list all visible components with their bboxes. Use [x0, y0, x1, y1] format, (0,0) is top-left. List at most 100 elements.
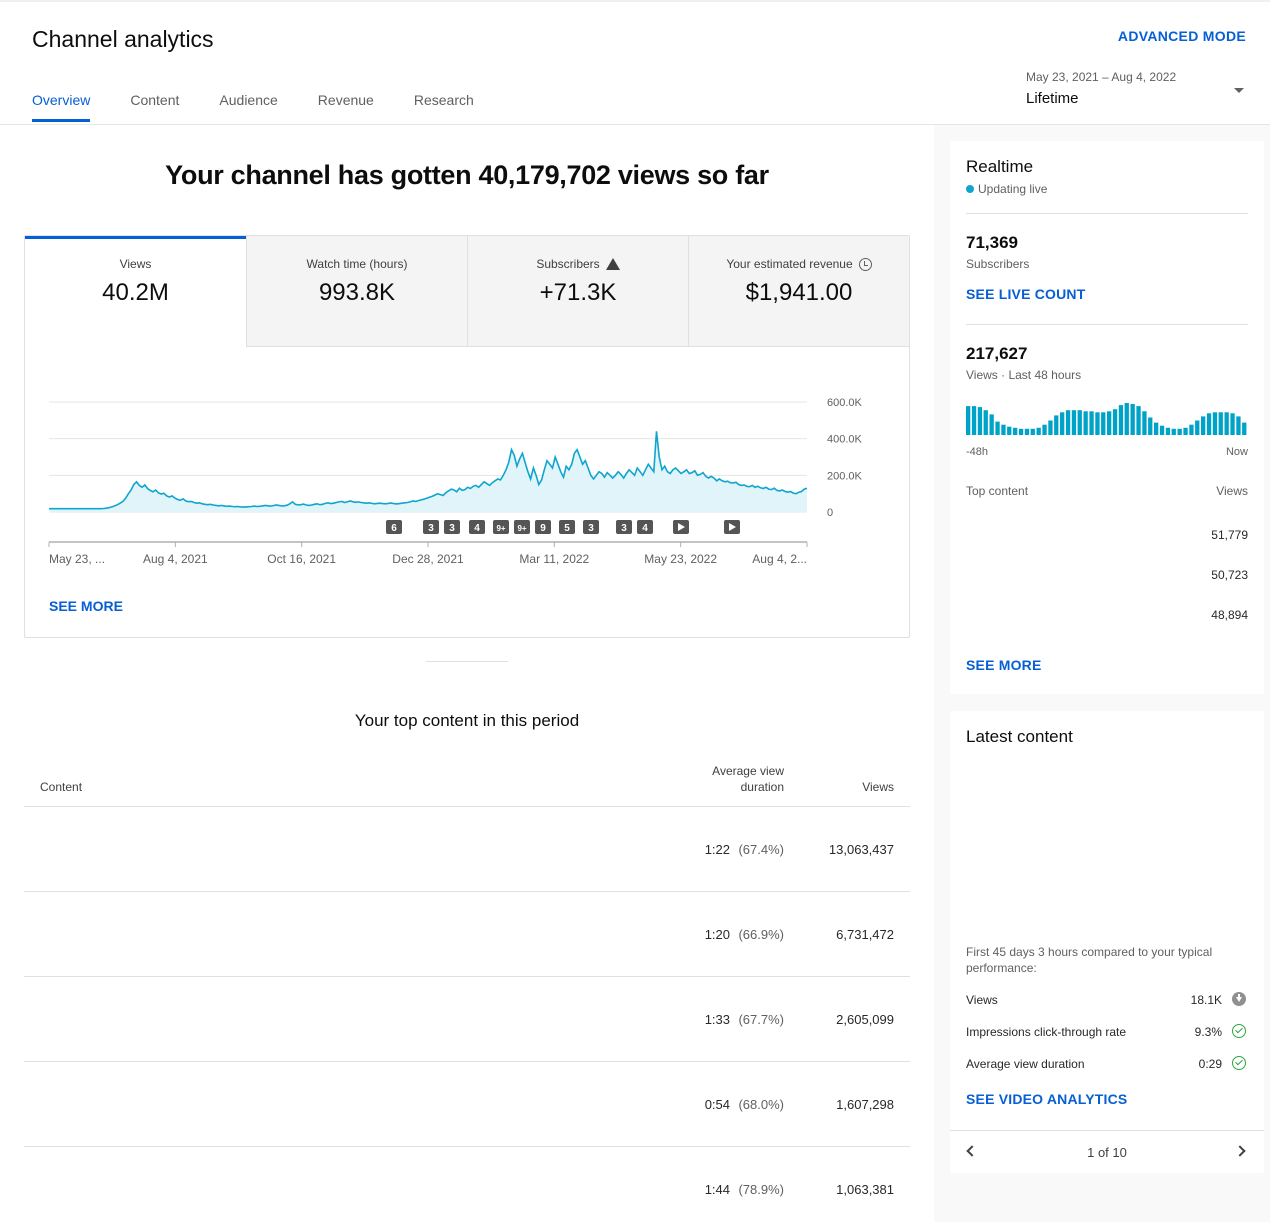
realtime-bar — [1095, 412, 1100, 435]
chart-marker — [423, 520, 439, 534]
tab-research[interactable]: Research — [413, 92, 474, 108]
divider — [966, 213, 1248, 214]
table-row[interactable]: 1:44 (78.9%) 1,063,381 — [24, 1147, 910, 1222]
row-percent: (68.0%) — [738, 1097, 784, 1112]
chart-marker — [444, 520, 460, 534]
date-range-picker[interactable]: May 23, 2021 – Aug 4, 2022 Lifetime — [1026, 70, 1248, 112]
marker-label: 3 — [588, 523, 594, 534]
realtime-bar — [1048, 420, 1053, 435]
divider — [966, 324, 1248, 325]
col-views[interactable]: Views — [862, 780, 894, 794]
chart-marker — [535, 520, 551, 534]
metric-tab-watch-time[interactable]: Watch time (hours) 993.8K — [246, 236, 467, 347]
realtime-subscribers-label: Subscribers — [966, 257, 1030, 271]
realtime-bar — [1212, 412, 1218, 435]
realtime-views-count: 217,627 — [966, 344, 1028, 363]
main-panel: Your channel has gotten 40,179,702 views… — [0, 125, 934, 1222]
marker-label: 9+ — [517, 524, 526, 533]
tab-revenue[interactable]: Revenue — [317, 92, 374, 108]
realtime-bar — [1101, 412, 1106, 435]
top-content-table: Content Average view duration Views 1:22… — [24, 763, 910, 1222]
perf-value: 0:29 — [1198, 1057, 1222, 1071]
realtime-bar — [966, 406, 971, 435]
realtime-see-more-button[interactable]: SEE MORE — [966, 657, 1042, 673]
row-views: 1,607,298 — [836, 1097, 894, 1112]
top-content-label: Top content — [966, 484, 1029, 498]
tab-content[interactable]: Content — [130, 92, 180, 108]
metric-tab-revenue[interactable]: Your estimated revenue $1,941.00 — [688, 236, 909, 347]
row-views: 2,605,099 — [836, 1012, 894, 1027]
realtime-card: Realtime Updating live 71,369 Subscriber… — [950, 141, 1264, 694]
row-percent: (66.9%) — [738, 927, 784, 942]
realtime-bar — [1224, 412, 1229, 435]
metric-tab-views[interactable]: Views 40.2M — [25, 236, 246, 347]
table-row[interactable]: 0:54 (68.0%) 1,607,298 — [24, 1062, 910, 1147]
x-tick-label: May 23, ... — [49, 552, 105, 566]
table-row[interactable]: 1:20 (66.9%) 6,731,472 — [24, 892, 910, 977]
live-dot-icon — [966, 185, 974, 193]
check-icon — [1232, 1024, 1246, 1038]
metric-label: Views — [119, 257, 152, 271]
row-percent: (67.7%) — [738, 1012, 784, 1027]
top-content-views-label: Views — [1216, 484, 1248, 498]
chart-marker — [469, 520, 485, 534]
realtime-bar — [1077, 410, 1082, 435]
table-row[interactable]: 1:33 (67.7%) 2,605,099 — [24, 977, 910, 1062]
views-area — [49, 431, 807, 512]
x-tick-label: Aug 4, 2... — [752, 552, 807, 566]
live-status: Updating live — [966, 182, 1047, 196]
page-title: Channel analytics — [32, 26, 214, 52]
marker-label: 4 — [642, 523, 648, 534]
table-header: Content Average view duration Views — [24, 763, 910, 807]
chart-marker — [386, 520, 402, 534]
see-video-analytics-button[interactable]: SEE VIDEO ANALYTICS — [966, 1091, 1128, 1107]
realtime-top-value: 50,723 — [1211, 568, 1248, 582]
realtime-bar — [1124, 403, 1129, 435]
perf-label: Impressions click-through rate — [966, 1025, 1127, 1039]
realtime-bar — [1195, 420, 1200, 435]
realtime-bar — [1154, 422, 1159, 435]
metric-value: 40.2M — [102, 279, 169, 306]
realtime-bar — [1142, 411, 1147, 435]
realtime-title: Realtime — [966, 157, 1034, 176]
nav-tabs: Overview Content Audience Revenue Resear… — [32, 92, 474, 122]
metric-value: 993.8K — [318, 279, 396, 306]
col-avd-line2: duration — [740, 780, 784, 794]
row-duration: 1:22 — [704, 842, 730, 857]
realtime-bar — [977, 407, 983, 435]
realtime-bar — [1065, 410, 1071, 435]
y-tick-label: 600.0K — [827, 397, 863, 409]
chart-marker — [637, 520, 653, 534]
marker-label: 3 — [428, 523, 434, 534]
tab-audience[interactable]: Audience — [219, 92, 278, 108]
chart-marker — [514, 520, 530, 534]
realtime-bar — [1007, 426, 1012, 435]
date-preset-text: Lifetime — [1026, 90, 1079, 107]
marker-label: 9+ — [496, 524, 505, 533]
realtime-bar — [1071, 410, 1077, 435]
advanced-mode-button[interactable]: ADVANCED MODE — [1117, 28, 1246, 44]
realtime-bar — [1042, 424, 1047, 435]
y-tick-label: 0 — [827, 507, 833, 519]
see-live-count-button[interactable]: SEE LIVE COUNT — [966, 286, 1086, 302]
x-tick-label: Dec 28, 2021 — [392, 552, 464, 566]
tab-overview[interactable]: Overview — [32, 92, 91, 122]
check-icon — [1232, 1056, 1246, 1070]
marker-label: 9 — [540, 523, 546, 534]
latest-content-title: Latest content — [966, 727, 1073, 746]
x-tick-label: Aug 4, 2021 — [143, 552, 208, 566]
col-avg-view-duration[interactable]: Average view duration — [712, 763, 784, 795]
marker-label: 3 — [449, 523, 455, 534]
table-row[interactable]: 1:22 (67.4%) 13,063,437 — [24, 807, 910, 892]
see-more-button[interactable]: SEE MORE — [49, 598, 123, 614]
realtime-bar — [1054, 415, 1059, 435]
perf-value: 9.3% — [1194, 1025, 1222, 1039]
realtime-bar — [1130, 404, 1135, 435]
live-status-text: Updating live — [978, 182, 1048, 196]
y-tick-label: 200.0K — [827, 470, 863, 482]
perf-row-views: Views 18.1K — [966, 991, 1248, 1009]
metric-tab-subscribers[interactable]: Subscribers +71.3K — [467, 236, 688, 347]
realtime-bar — [1112, 409, 1118, 435]
metric-label: Watch time (hours) — [306, 257, 408, 271]
realtime-bar — [989, 414, 994, 435]
